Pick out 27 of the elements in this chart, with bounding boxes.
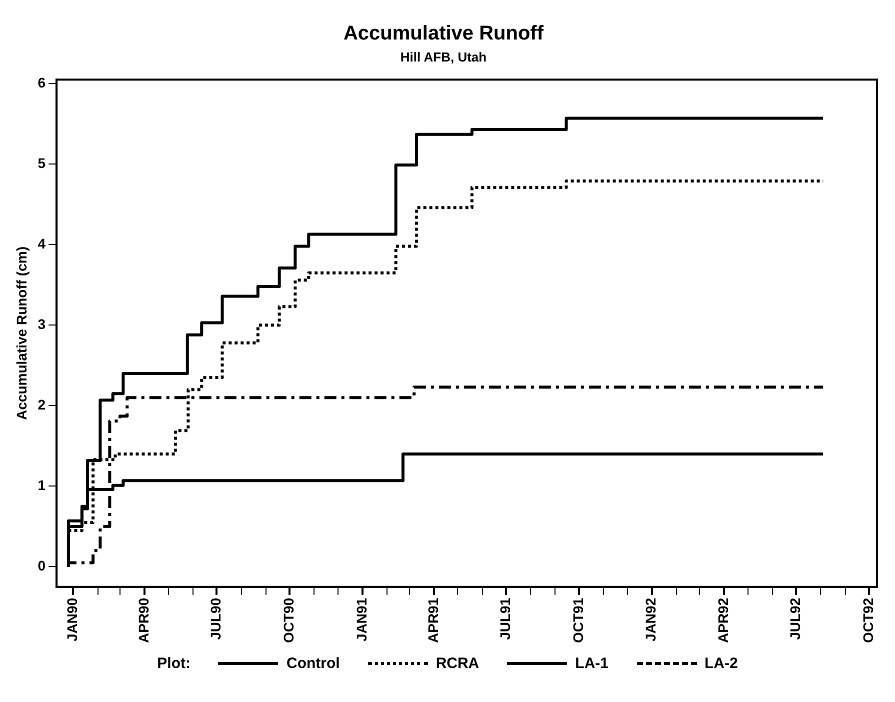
legend-label: LA-2 <box>704 655 738 672</box>
legend-label: Control <box>286 655 340 672</box>
x-tick-label: APR92 <box>714 598 731 644</box>
legend-label: RCRA <box>436 655 480 672</box>
x-tick-label: APR90 <box>135 598 152 644</box>
y-tick-label: 2 <box>38 396 46 413</box>
x-tick-label: JUL90 <box>208 598 224 640</box>
x-tick-label: JUL92 <box>787 598 804 640</box>
y-tick-label: 5 <box>38 155 46 172</box>
x-tick-label: JAN91 <box>353 598 370 642</box>
x-tick-label: OCT90 <box>280 598 296 643</box>
y-tick-label: 3 <box>38 316 46 332</box>
legend-title: Plot: <box>157 655 190 672</box>
chart-subtitle: Hill AFB, Utah <box>400 49 487 64</box>
legend-label: LA-1 <box>575 655 608 672</box>
y-tick-label: 0 <box>38 558 46 574</box>
x-tick-label: OCT91 <box>570 598 586 643</box>
y-tick-label: 1 <box>38 477 46 494</box>
y-axis-title: Accumulative Runoff (cm) <box>13 246 30 420</box>
y-tick-label: 4 <box>38 236 46 252</box>
x-tick-label: APR91 <box>424 598 441 644</box>
x-tick-label: JAN90 <box>64 598 80 642</box>
x-tick-label: JUL91 <box>496 598 513 640</box>
x-tick-label: JAN92 <box>642 598 659 642</box>
chart-title: Accumulative Runoff <box>343 22 544 45</box>
y-tick-label: 6 <box>38 74 46 90</box>
x-tick-label: OCT92 <box>860 598 876 643</box>
